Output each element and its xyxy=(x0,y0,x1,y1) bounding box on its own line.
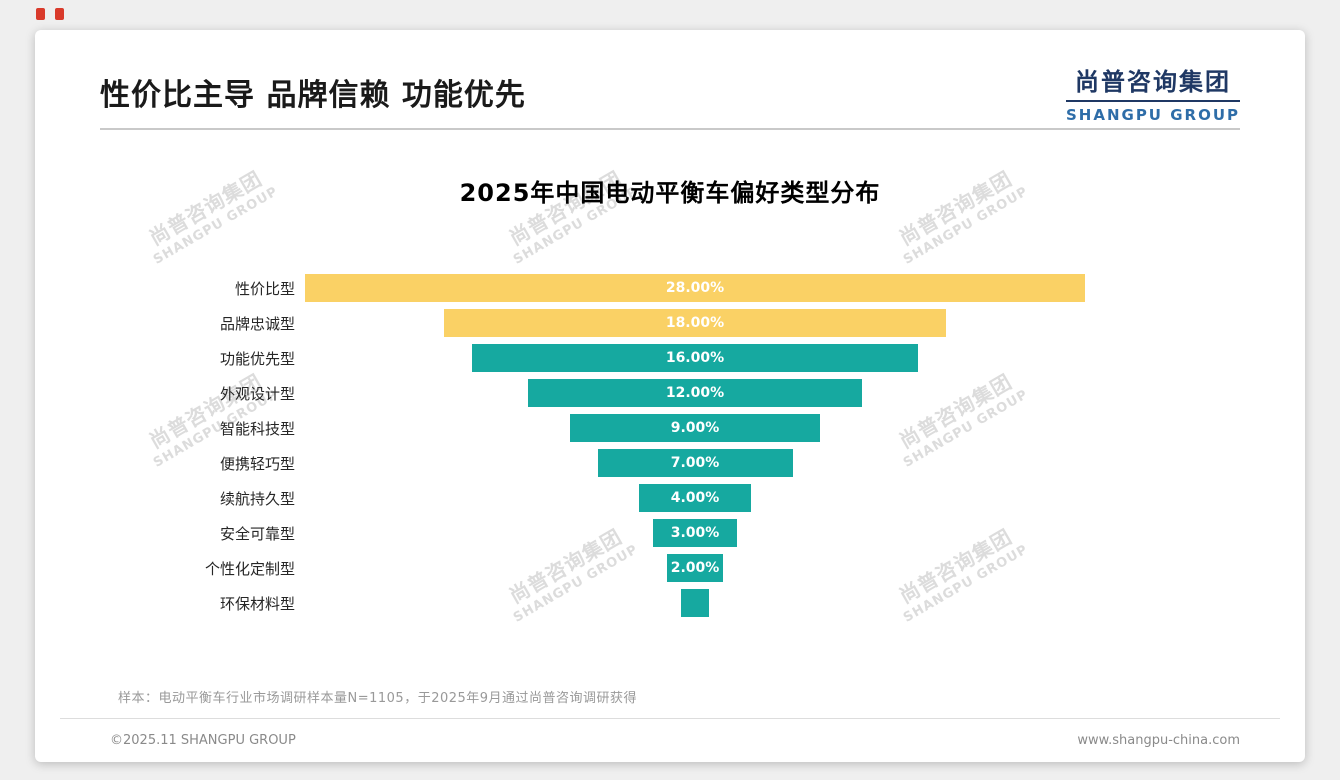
funnel-chart: 性价比型 28.00% 品牌忠诚型 18.00% 功能优先型 16.00% 外观设计型 12.… xyxy=(100,274,1240,617)
chart-row: 功能优先型 16.00% xyxy=(100,344,1240,372)
bar-track: 12.00% xyxy=(305,379,1085,407)
funnel-bar: 12.00% xyxy=(527,379,863,407)
category-label: 便携轻巧型 xyxy=(219,454,295,473)
bar-value-label: 3.00% xyxy=(670,525,720,541)
logo-cn-text: 尚普咨询集团 xyxy=(1065,62,1240,102)
bar-track: 18.00% xyxy=(305,309,1085,337)
funnel-bar xyxy=(681,589,709,617)
category-label: 安全可靠型 xyxy=(219,524,295,543)
bar-track: 2.00% xyxy=(305,554,1085,582)
category-label: 续航持久型 xyxy=(219,489,295,508)
logo-en-text: SHANGPU GROUP xyxy=(1065,106,1240,124)
chart-row: 外观设计型 12.00% xyxy=(100,379,1240,407)
copyright-text: ©2025.11 SHANGPU GROUP xyxy=(110,733,296,748)
chart-row: 便携轻巧型 7.00% xyxy=(100,449,1240,477)
funnel-bar: 18.00% xyxy=(444,309,946,337)
bar-value-label: 7.00% xyxy=(670,455,720,471)
bar-value-label: 18.00% xyxy=(665,315,725,331)
bar-value-label: 28.00% xyxy=(665,280,725,296)
funnel-bar: 9.00% xyxy=(569,414,821,442)
bar-track: 7.00% xyxy=(305,449,1085,477)
chart-row: 安全可靠型 3.00% xyxy=(100,519,1240,547)
bar-track: 9.00% xyxy=(305,414,1085,442)
bar-track: 4.00% xyxy=(305,484,1085,512)
page-title: 性价比主导 品牌信赖 功能优先 xyxy=(100,78,526,113)
red-mark-icon xyxy=(55,8,64,20)
bar-track: 28.00% xyxy=(305,274,1085,302)
category-label: 智能科技型 xyxy=(219,419,295,438)
category-label: 功能优先型 xyxy=(219,349,295,368)
slide-card: 尚普咨询集团 SHANGPU GROUP 尚普咨询集团 SHANGPU GROU… xyxy=(35,30,1305,762)
chart-area: 2025年中国电动平衡车偏好类型分布 性价比型 28.00% 品牌忠诚型 18.00%… xyxy=(100,145,1240,712)
bar-value-label: 2.00% xyxy=(670,560,720,576)
decorative-marks xyxy=(36,8,64,20)
bar-value-label: 9.00% xyxy=(670,420,720,436)
logo: 尚普咨询集团 SHANGPU GROUP xyxy=(1065,62,1240,124)
chart-row: 性价比型 28.00% xyxy=(100,274,1240,302)
bar-value-label: 4.00% xyxy=(670,490,720,506)
sample-footnote: 样本：电动平衡车行业市场调研样本量N=1105，于2025年9月通过尚普咨询调研… xyxy=(118,691,638,706)
slide-header: 性价比主导 品牌信赖 功能优先 尚普咨询集团 SHANGPU GROUP xyxy=(35,30,1305,124)
slide-footer: ©2025.11 SHANGPU GROUP www.shangpu-china… xyxy=(60,718,1280,762)
chart-row: 环保材料型 xyxy=(100,589,1240,617)
category-label: 性价比型 xyxy=(234,279,295,298)
category-label: 个性化定制型 xyxy=(204,559,295,578)
bar-value-label: 16.00% xyxy=(665,350,725,366)
chart-row: 智能科技型 9.00% xyxy=(100,414,1240,442)
funnel-bar: 4.00% xyxy=(639,484,751,512)
bar-track: 3.00% xyxy=(305,519,1085,547)
funnel-bar: 16.00% xyxy=(472,344,918,372)
funnel-bar: 2.00% xyxy=(667,554,723,582)
funnel-bar: 28.00% xyxy=(305,274,1085,302)
chart-row: 个性化定制型 2.00% xyxy=(100,554,1240,582)
chart-row: 品牌忠诚型 18.00% xyxy=(100,309,1240,337)
bar-value-label: 12.00% xyxy=(665,385,725,401)
chart-title: 2025年中国电动平衡车偏好类型分布 xyxy=(459,179,881,207)
chart-row: 续航持久型 4.00% xyxy=(100,484,1240,512)
website-url: www.shangpu-china.com xyxy=(1077,733,1240,748)
funnel-bar: 3.00% xyxy=(653,519,737,547)
funnel-bar: 7.00% xyxy=(597,449,793,477)
category-label: 品牌忠诚型 xyxy=(219,314,295,333)
bar-track: 16.00% xyxy=(305,344,1085,372)
red-mark-icon xyxy=(36,8,45,20)
bar-track xyxy=(305,589,1085,617)
header-divider xyxy=(100,128,1240,130)
category-label: 外观设计型 xyxy=(219,384,295,403)
category-label: 环保材料型 xyxy=(219,594,295,613)
